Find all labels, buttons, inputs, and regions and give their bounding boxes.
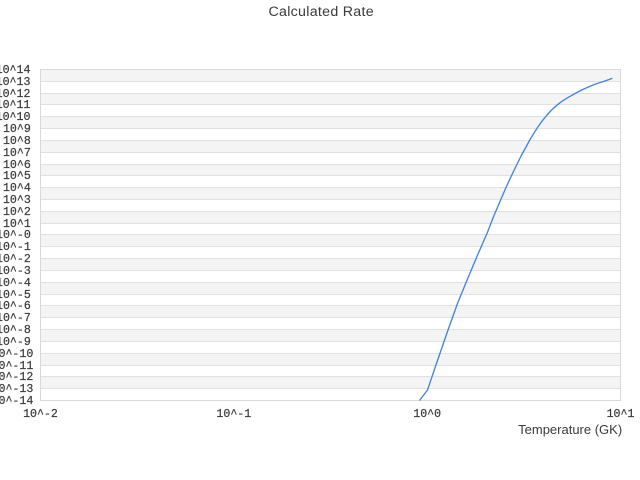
svg-text:10^-2: 10^-2 [0, 253, 31, 266]
svg-text:10^-8: 10^-8 [0, 324, 31, 337]
svg-text:10^-10: 10^-10 [0, 348, 33, 361]
svg-text:10^-4: 10^-4 [0, 277, 31, 290]
svg-text:10^0: 10^0 [413, 408, 441, 421]
svg-text:10^-5: 10^-5 [0, 289, 31, 302]
svg-text:10^13: 10^13 [0, 76, 30, 89]
svg-text:10^-13: 10^-13 [0, 383, 33, 396]
svg-text:10^-11: 10^-11 [0, 360, 33, 373]
svg-text:10^-1: 10^-1 [216, 408, 251, 421]
svg-text:10^3: 10^3 [3, 194, 31, 207]
svg-text:10^2: 10^2 [3, 206, 31, 219]
svg-text:10^6: 10^6 [3, 159, 31, 172]
svg-text:10^-7: 10^-7 [0, 312, 31, 325]
svg-text:10^4: 10^4 [3, 182, 31, 195]
svg-text:10^-0: 10^-0 [0, 229, 31, 242]
svg-text:10^11: 10^11 [0, 99, 30, 112]
svg-text:10^7: 10^7 [3, 147, 31, 160]
svg-text:10^-2: 10^-2 [23, 408, 58, 421]
svg-text:10^12: 10^12 [0, 88, 30, 101]
svg-text:Calculated Rate: Calculated Rate [268, 4, 373, 20]
svg-text:10^-3: 10^-3 [0, 265, 31, 278]
svg-text:10^-1: 10^-1 [0, 241, 31, 254]
svg-text:10^9: 10^9 [3, 123, 31, 136]
svg-text:10^-9: 10^-9 [0, 336, 31, 349]
svg-text:10^5: 10^5 [3, 170, 31, 183]
svg-text:10^8: 10^8 [3, 135, 31, 148]
svg-text:10^-12: 10^-12 [0, 371, 33, 384]
svg-text:Temperature (GK): Temperature (GK) [518, 422, 622, 437]
svg-text:10^14: 10^14 [0, 64, 30, 77]
svg-text:10^10: 10^10 [0, 111, 30, 124]
svg-text:10^1: 10^1 [3, 218, 31, 231]
svg-text:10^-14: 10^-14 [0, 395, 33, 408]
svg-text:10^1: 10^1 [607, 408, 635, 421]
svg-text:10^-6: 10^-6 [0, 300, 31, 313]
